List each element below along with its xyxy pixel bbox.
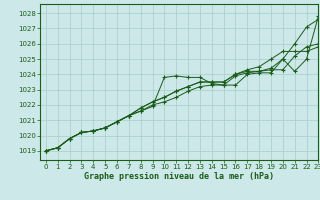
X-axis label: Graphe pression niveau de la mer (hPa): Graphe pression niveau de la mer (hPa) [84, 172, 274, 181]
